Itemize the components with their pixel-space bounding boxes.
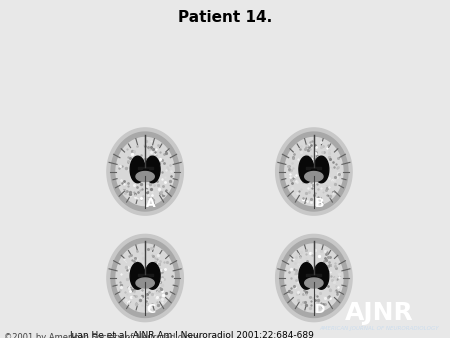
Polygon shape xyxy=(276,234,352,322)
Polygon shape xyxy=(280,239,348,317)
Polygon shape xyxy=(143,276,148,282)
Polygon shape xyxy=(136,278,154,288)
Polygon shape xyxy=(111,132,179,211)
Polygon shape xyxy=(116,138,174,206)
Polygon shape xyxy=(285,244,343,312)
Polygon shape xyxy=(130,263,145,289)
Text: B: B xyxy=(315,197,324,210)
Polygon shape xyxy=(145,156,160,183)
Polygon shape xyxy=(136,172,154,182)
Polygon shape xyxy=(311,276,316,282)
Polygon shape xyxy=(299,263,314,289)
Polygon shape xyxy=(311,169,316,176)
Polygon shape xyxy=(305,172,323,182)
Polygon shape xyxy=(145,263,160,289)
Text: D: D xyxy=(315,303,325,316)
Text: A: A xyxy=(146,197,156,210)
Polygon shape xyxy=(107,234,183,322)
Polygon shape xyxy=(299,156,314,183)
Polygon shape xyxy=(143,169,148,176)
Polygon shape xyxy=(116,244,174,312)
Text: AMERICAN JOURNAL OF NEURORADIOLOGY: AMERICAN JOURNAL OF NEURORADIOLOGY xyxy=(320,326,439,331)
Polygon shape xyxy=(305,278,323,288)
Polygon shape xyxy=(280,132,348,211)
Polygon shape xyxy=(314,263,329,289)
Text: ©2001 by American Society of Neuroradiology: ©2001 by American Society of Neuroradiol… xyxy=(4,333,201,338)
Text: AJNR: AJNR xyxy=(345,300,414,325)
Polygon shape xyxy=(107,128,183,215)
Text: Juan He et al. AJNR Am J Neuroradiol 2001;22:684-689: Juan He et al. AJNR Am J Neuroradiol 200… xyxy=(70,331,315,338)
Polygon shape xyxy=(285,138,343,206)
Polygon shape xyxy=(314,156,329,183)
Polygon shape xyxy=(276,128,352,215)
Polygon shape xyxy=(130,156,145,183)
Text: C: C xyxy=(146,303,156,316)
Text: Patient 14.: Patient 14. xyxy=(178,10,272,25)
Polygon shape xyxy=(111,239,179,317)
